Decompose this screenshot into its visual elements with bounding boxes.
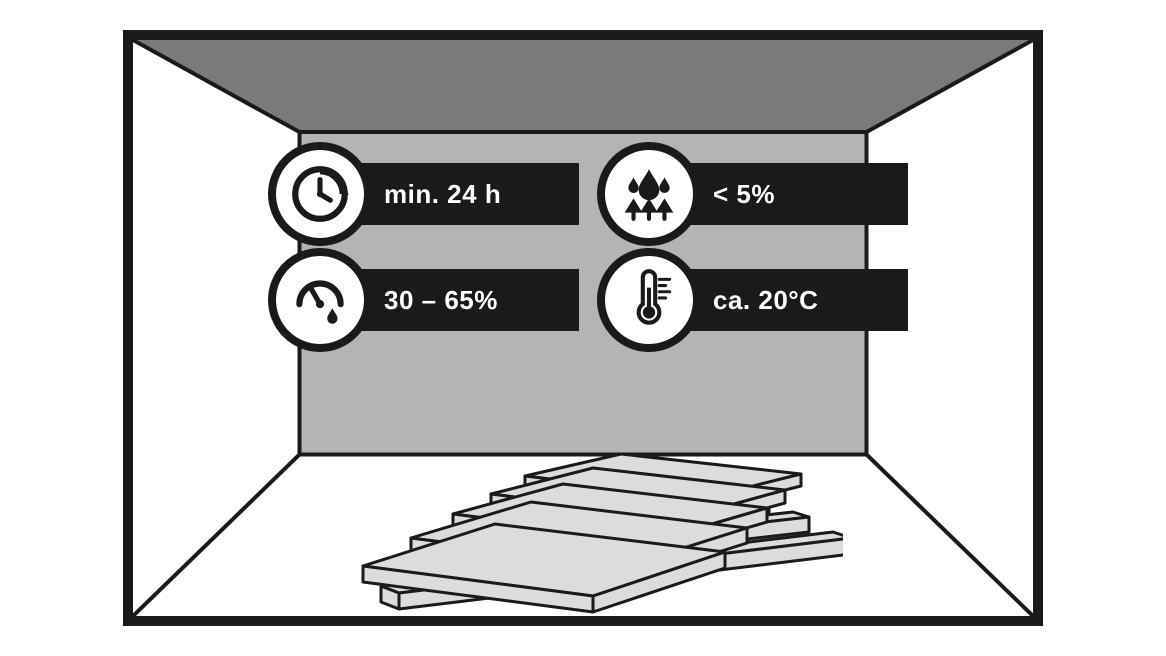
pill-temperature: ca. 20°C bbox=[597, 261, 908, 339]
pill-humidity-label: 30 – 65% bbox=[384, 285, 498, 316]
info-pill-grid: min. 24 h < 5% bbox=[268, 155, 908, 339]
pill-moisture-label: < 5% bbox=[713, 179, 775, 210]
plank-pallet bbox=[323, 404, 843, 614]
thermometer-icon bbox=[597, 248, 701, 352]
room-frame: min. 24 h < 5% bbox=[123, 30, 1043, 626]
pill-time: min. 24 h bbox=[268, 155, 579, 233]
moisture-icon bbox=[597, 142, 701, 246]
humidity-icon bbox=[268, 248, 372, 352]
pill-temperature-label: ca. 20°C bbox=[713, 285, 818, 316]
pill-moisture: < 5% bbox=[597, 155, 908, 233]
pill-humidity: 30 – 65% bbox=[268, 261, 579, 339]
pill-time-label: min. 24 h bbox=[384, 179, 501, 210]
clock-icon bbox=[268, 142, 372, 246]
